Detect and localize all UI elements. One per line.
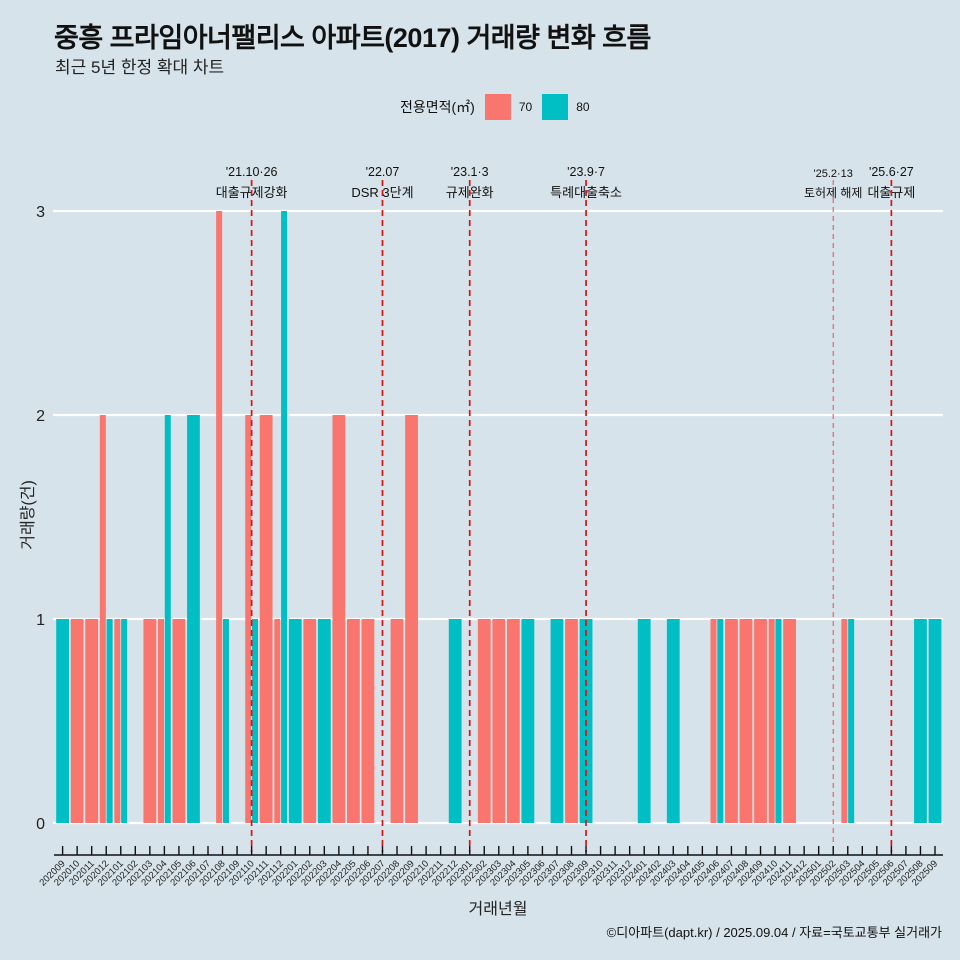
bar-202509-80 xyxy=(928,619,942,823)
bar-202201-80 xyxy=(288,619,302,823)
bar-202108-70 xyxy=(216,211,223,823)
legend-key-80 xyxy=(542,94,569,120)
bar-202410-70 xyxy=(768,619,775,823)
bar-202112-70 xyxy=(274,619,281,823)
event-date: '25.6·27 xyxy=(869,165,914,179)
bar-202010-70 xyxy=(70,619,84,823)
bar-202403-80 xyxy=(666,619,680,823)
bar-202401-80 xyxy=(637,619,651,823)
legend-label-70: 70 xyxy=(518,100,533,114)
legend-title: 전용면적(㎡) xyxy=(400,99,475,115)
chart-title: 중흥 프라임아너팰리스 아파트(2017) 거래량 변화 흐름 xyxy=(54,23,651,53)
bar-202508-80 xyxy=(914,619,927,823)
bar-202503-80 xyxy=(848,619,855,823)
bar-202110-80 xyxy=(252,619,259,823)
bar-202103-70 xyxy=(143,619,157,823)
y-tick-label: 3 xyxy=(36,204,45,221)
bar-202209-70 xyxy=(405,415,418,823)
bar-202108-80 xyxy=(222,619,229,823)
event-label: 대출규제강화 xyxy=(216,185,288,200)
event-date: '23.9·7 xyxy=(567,165,605,179)
bar-202410-80 xyxy=(775,619,782,823)
bars xyxy=(56,211,942,823)
event-label: 규제완화 xyxy=(446,185,494,200)
legend: 전용면적(㎡) 70 80 xyxy=(400,93,600,121)
source-caption: ©디아파트(dapt.kr) / 2025.09.04 / 자료=국토교통부 실… xyxy=(606,925,942,940)
event-date: '25.2·13 xyxy=(814,168,853,180)
event-label: 토허제 해제 xyxy=(804,186,863,200)
y-tick-label: 0 xyxy=(36,816,45,833)
bar-202101-70 xyxy=(114,619,121,823)
bar-202104-80 xyxy=(164,415,171,823)
bar-202111-70 xyxy=(259,415,273,823)
bar-202409-70 xyxy=(754,619,767,823)
bar-202110-70 xyxy=(245,415,252,823)
bar-202105-70 xyxy=(172,619,186,823)
bar-202202-70 xyxy=(303,619,317,823)
y-axis-title: 거래량(건) xyxy=(19,480,37,550)
bar-202307-80 xyxy=(550,619,564,823)
bar-202112-80 xyxy=(281,211,288,823)
bar-202308-70 xyxy=(565,619,578,823)
bar-202012-70 xyxy=(99,415,106,823)
bar-202101-80 xyxy=(121,619,128,823)
event-label: 대출규제 xyxy=(867,185,915,200)
event-lines: '21.10·26 대출규제강화 '22.07 DSR 3단계 '23.1·3 규제완화 '… xyxy=(216,165,915,852)
event-date: '21.10·26 xyxy=(226,165,278,179)
y-axis: 0 1 2 3 xyxy=(36,204,45,833)
bar-202012-80 xyxy=(106,619,113,823)
bar-202406-80 xyxy=(717,619,724,823)
bar-202208-70 xyxy=(390,619,404,823)
bar-202304-70 xyxy=(506,619,520,823)
bar-202011-70 xyxy=(85,619,99,823)
legend-label-80: 80 xyxy=(576,100,590,114)
bar-202203-80 xyxy=(317,619,331,823)
bar-202407-70 xyxy=(725,619,738,823)
bar-202408-70 xyxy=(739,619,753,823)
legend-key-70 xyxy=(484,94,511,120)
bar-202204-70 xyxy=(332,415,346,823)
y-tick-label: 2 xyxy=(36,408,45,425)
y-tick-label: 1 xyxy=(36,612,45,629)
bar-202212-80 xyxy=(448,619,462,823)
bar-202205-70 xyxy=(347,619,360,823)
bar-202106-80 xyxy=(187,415,200,823)
bar-202206-70 xyxy=(361,619,375,823)
bar-202406-70 xyxy=(710,619,717,823)
x-axis-title: 거래년월 xyxy=(469,900,528,918)
bar-202104-70 xyxy=(157,619,164,823)
bar-202302-70 xyxy=(477,619,491,823)
bar-202503-70 xyxy=(841,619,848,823)
chart-subtitle: 최근 5년 한정 확대 차트 xyxy=(55,58,225,77)
bar-202411-70 xyxy=(783,619,796,823)
bar-202303-70 xyxy=(492,619,506,823)
x-axis: 2020092020102020112020122021012021022021… xyxy=(38,846,943,889)
event-label: 특례대출축소 xyxy=(550,185,622,200)
event-label: DSR 3단계 xyxy=(351,185,413,200)
bar-202009-80 xyxy=(56,619,69,823)
event-date: '23.1·3 xyxy=(451,165,489,179)
bar-202305-80 xyxy=(521,619,535,823)
event-date: '22.07 xyxy=(366,165,400,179)
